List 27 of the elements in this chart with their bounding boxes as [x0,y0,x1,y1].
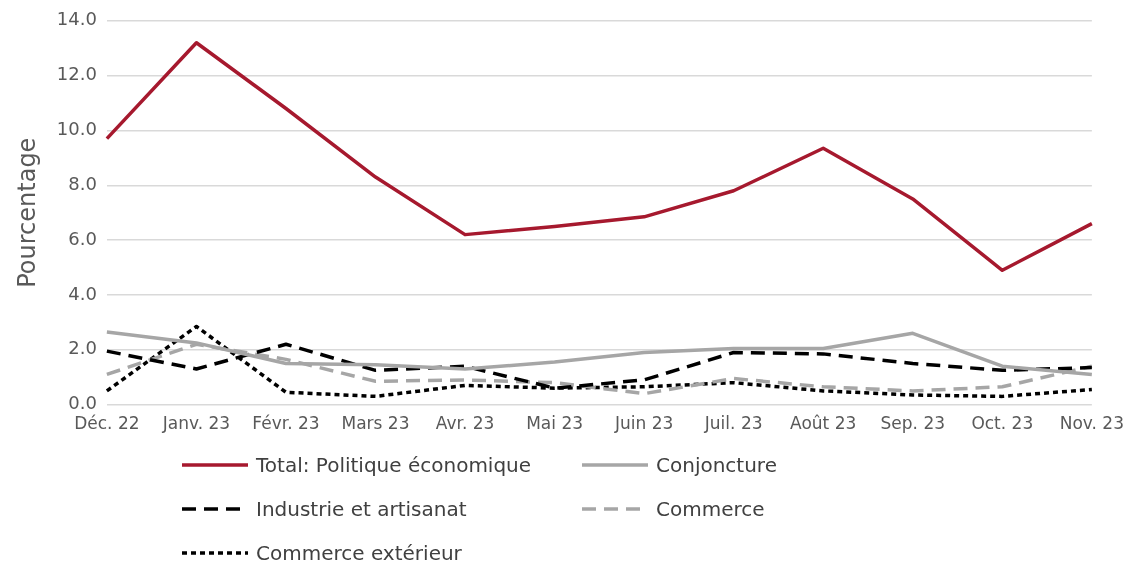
x-tick-label: Juil. 23 [703,413,763,434]
legend-label: Total: Politique économique [256,453,532,477]
x-tick-label: Oct. 23 [971,413,1034,434]
x-tick-label: Janv. 23 [161,413,231,434]
y-tick-label: 4.0 [68,282,97,304]
x-tick-label: Août 23 [790,413,857,434]
x-tick-label: Déc. 22 [74,413,140,434]
legend-label: Commerce [656,497,765,521]
y-axis-title: Pourcentage [12,137,41,288]
y-tick-label: 8.0 [68,172,97,194]
y-tick-label: 12.0 [56,63,97,85]
x-tick-label: Sep. 23 [880,413,946,434]
x-tick-label: Mai 23 [526,413,584,434]
x-tick-label: Févr. 23 [252,413,320,434]
y-tick-label: 14.0 [56,8,97,30]
line-series [105,324,1094,399]
x-tick-label: Juin 23 [613,413,674,434]
y-tick-label: 10.0 [56,118,97,140]
x-tick-label: Avr. 23 [435,413,495,434]
y-tick-label: 0.0 [68,392,97,414]
legend-label: Conjoncture [656,453,777,477]
legend-label: Industrie et artisanat [256,497,467,521]
y-tick-label: 2.0 [68,337,97,359]
x-tick-label: Mars 23 [341,413,410,434]
y-tick-label: 6.0 [68,227,97,249]
legend-label: Commerce extérieur [256,541,462,565]
x-tick-label: Nov. 23 [1059,413,1125,434]
